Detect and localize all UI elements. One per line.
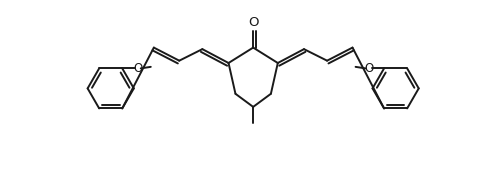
Text: O: O [248,16,258,29]
Text: O: O [133,62,142,75]
Text: O: O [364,62,373,75]
